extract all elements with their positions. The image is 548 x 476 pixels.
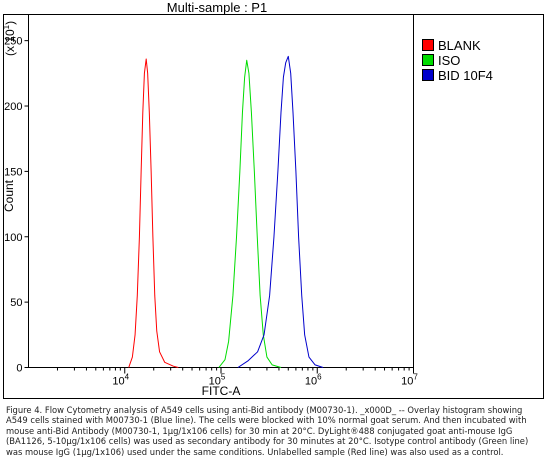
y-multiplier-base: (x 10	[3, 29, 17, 56]
y-axis-label: Count	[2, 179, 16, 212]
svg-text:(x 101): (x 101)	[2, 21, 17, 56]
x-tick-label: 107	[401, 373, 418, 388]
x-tick-label: 106	[305, 373, 322, 388]
y-multiplier-label: (x 101)	[2, 21, 17, 56]
figure-caption: Figure 4. Flow Cytometry analysis of A54…	[6, 405, 529, 457]
y-tick-label: 0	[16, 363, 22, 375]
y-tick-label: 250	[4, 36, 22, 48]
legend-label-bid-10f4: BID 10F4	[438, 68, 493, 83]
chart-title: Multi-sample : P1	[167, 0, 267, 15]
series-line-blank	[128, 58, 179, 368]
x-tick-label: 105	[209, 373, 226, 388]
series-line-bid-10f4	[237, 55, 324, 368]
legend-label-iso: ISO	[438, 53, 460, 68]
y-tick-label: 50	[10, 297, 22, 309]
plot-area	[28, 14, 414, 368]
y-multiplier-exp: 1	[2, 24, 11, 29]
y-tick-label: 200	[4, 101, 22, 113]
histogram-chart: Multi-sample : P1 Count (x 101) FITC-A 0…	[2, 0, 544, 399]
series-line-iso	[218, 59, 282, 368]
legend-swatch-iso	[422, 54, 434, 66]
y-tick-label: 100	[4, 232, 22, 244]
x-axis-ticks: 104 105 106 107	[56, 367, 418, 388]
histogram-curves	[128, 55, 324, 368]
legend-swatch-bid-10f4	[422, 69, 434, 81]
y-tick-label: 150	[4, 166, 22, 178]
legend-label-blank: BLANK	[438, 38, 481, 53]
x-axis-label: FITC-A	[202, 384, 241, 398]
legend-swatch-blank	[422, 39, 434, 51]
x-tick-label: 104	[112, 373, 129, 388]
y-axis-ticks: 0 50 100 150 200 250	[4, 36, 29, 375]
